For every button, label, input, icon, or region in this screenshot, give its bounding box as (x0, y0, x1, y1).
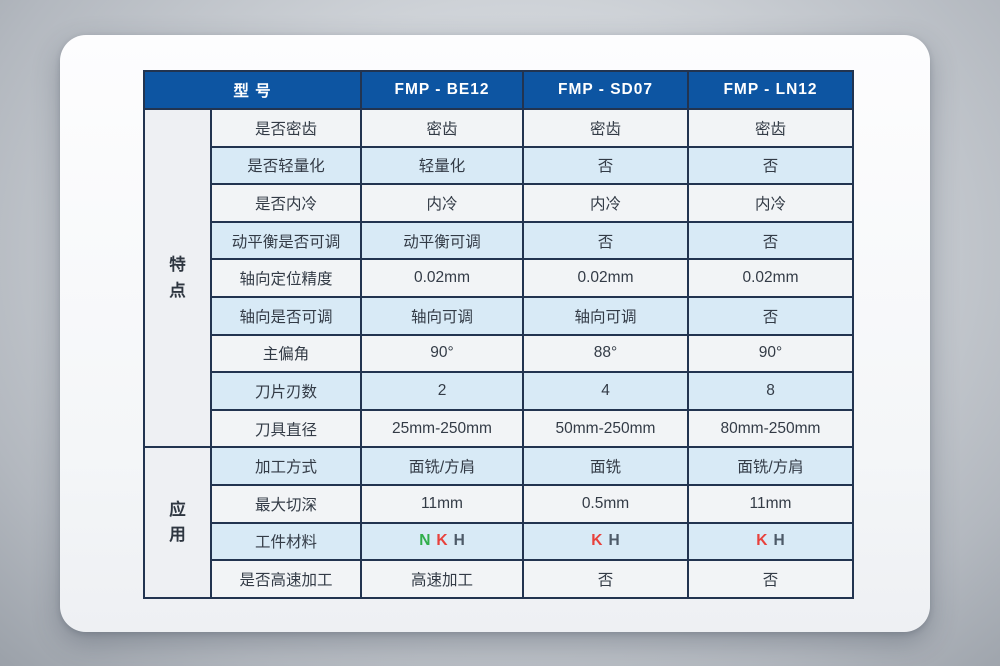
table-row: 工件材料 N K H K H K H (144, 521, 854, 562)
table-body: 特点是否密齿 密齿 密齿 密齿 是否轻量化 轻量化否否是否内冷 内冷 内冷 内冷 动平衡是否可调动… (143, 107, 854, 599)
table-row: 轴向定位精度 0.02mm 0.02mm 0.02mm (144, 258, 854, 298)
model-corner-header: 型 号 (143, 70, 362, 110)
value-cell: 2 (360, 371, 524, 411)
table-header-row: 型 号 FMP - BE12 FMP - SD07 FMP - LN12 (143, 70, 854, 110)
value-cell: 面铣/方肩 (687, 446, 854, 486)
value-cell: 0.02mm (522, 258, 689, 298)
value-cell: 88° (522, 333, 689, 374)
spec-comparison-table: 型 号 FMP - BE12 FMP - SD07 FMP - LN12 特点是否密… (143, 70, 854, 599)
value-cell: 否 (522, 220, 689, 261)
value-cell: 密齿 (522, 108, 689, 148)
model-header-cell: FMP - SD07 (522, 70, 689, 110)
attribute-cell: 轴向是否可调 (210, 295, 362, 336)
value-cell: 否 (522, 145, 689, 186)
value-cell: 轴向可调 (522, 295, 689, 336)
attribute-cell: 是否内冷 (210, 183, 362, 223)
table-row: 主偏角 90° 88° 90° (144, 333, 854, 374)
value-cell: 面铣/方肩 (360, 446, 524, 486)
value-cell: 否 (522, 559, 689, 599)
value-cell: 面铣 (522, 446, 689, 486)
model-header-cell: FMP - LN12 (687, 70, 854, 110)
value-cell: 8 (687, 371, 854, 411)
material-letter: K (591, 532, 603, 550)
value-cell: 0.5mm (522, 483, 689, 524)
value-cell: 否 (687, 295, 854, 336)
table-row: 最大切深 11mm 0.5mm 11mm (144, 483, 854, 524)
value-cell: 80mm-250mm (687, 408, 854, 449)
value-cell: 内冷 (360, 183, 524, 223)
table-row: 是否内冷 内冷 内冷 内冷 (144, 183, 854, 223)
table-row: 应用加工方式 面铣/方肩 面铣 面铣/方肩 (143, 446, 854, 599)
value-cell: 50mm-250mm (522, 408, 689, 449)
attribute-cell: 轴向定位精度 (210, 258, 362, 298)
value-cell: 11mm (687, 483, 854, 524)
material-letter: H (608, 532, 620, 550)
material-letter: H (773, 532, 785, 550)
value-cell: 轴向可调 (360, 295, 524, 336)
value-cell: 密齿 (360, 108, 524, 148)
table-row: 轴向是否可调 轴向可调 轴向可调否 (144, 295, 854, 336)
group-label-cell: 特点 (143, 107, 212, 449)
table-row: 动平衡是否可调 动平衡可调否否 (144, 220, 854, 261)
value-cell: 否 (687, 559, 854, 599)
value-cell: 11mm (360, 483, 524, 524)
table-row: 是否高速加工 高速加工否否 (144, 559, 854, 599)
attribute-cell: 动平衡是否可调 (210, 220, 362, 261)
attribute-cell: 刀片刃数 (210, 371, 362, 411)
value-cell: 0.02mm (360, 258, 524, 298)
table-row: 刀片刃数 2 4 8 (144, 371, 854, 411)
table-row: 刀具直径 25mm-250mm 50mm-250mm 80mm-250mm (144, 408, 854, 449)
attribute-cell: 刀具直径 (210, 408, 362, 449)
value-cell: 轻量化 (360, 145, 524, 186)
value-cell: 动平衡可调 (360, 220, 524, 261)
attribute-cell: 是否密齿 (210, 108, 362, 148)
group-label-cell: 应用 (143, 446, 212, 599)
value-cell: 内冷 (687, 183, 854, 223)
value-cell: 否 (687, 145, 854, 186)
table-row: 是否轻量化 轻量化否否 (144, 145, 854, 186)
material-letter: K (756, 532, 768, 550)
value-cell: 0.02mm (687, 258, 854, 298)
attribute-cell: 是否轻量化 (210, 145, 362, 186)
attribute-cell: 是否高速加工 (210, 559, 362, 599)
attribute-cell: 最大切深 (210, 483, 362, 524)
material-letter: N (419, 532, 431, 550)
value-cell: 高速加工 (360, 559, 524, 599)
model-header-cell: FMP - BE12 (360, 70, 524, 110)
value-cell: 4 (522, 371, 689, 411)
value-cell: 否 (687, 220, 854, 261)
value-cell: 内冷 (522, 183, 689, 223)
value-cell: 密齿 (687, 108, 854, 148)
attribute-cell: 加工方式 (210, 446, 362, 486)
attribute-cell: 工件材料 (210, 521, 362, 562)
material-letter: K (436, 532, 448, 550)
material-letter: H (453, 532, 465, 550)
table-row: 特点是否密齿 密齿 密齿 密齿 (143, 107, 854, 449)
attribute-cell: 主偏角 (210, 333, 362, 374)
value-cell: 90° (687, 333, 854, 374)
value-cell: 25mm-250mm (360, 408, 524, 449)
value-cell: 90° (360, 333, 524, 374)
